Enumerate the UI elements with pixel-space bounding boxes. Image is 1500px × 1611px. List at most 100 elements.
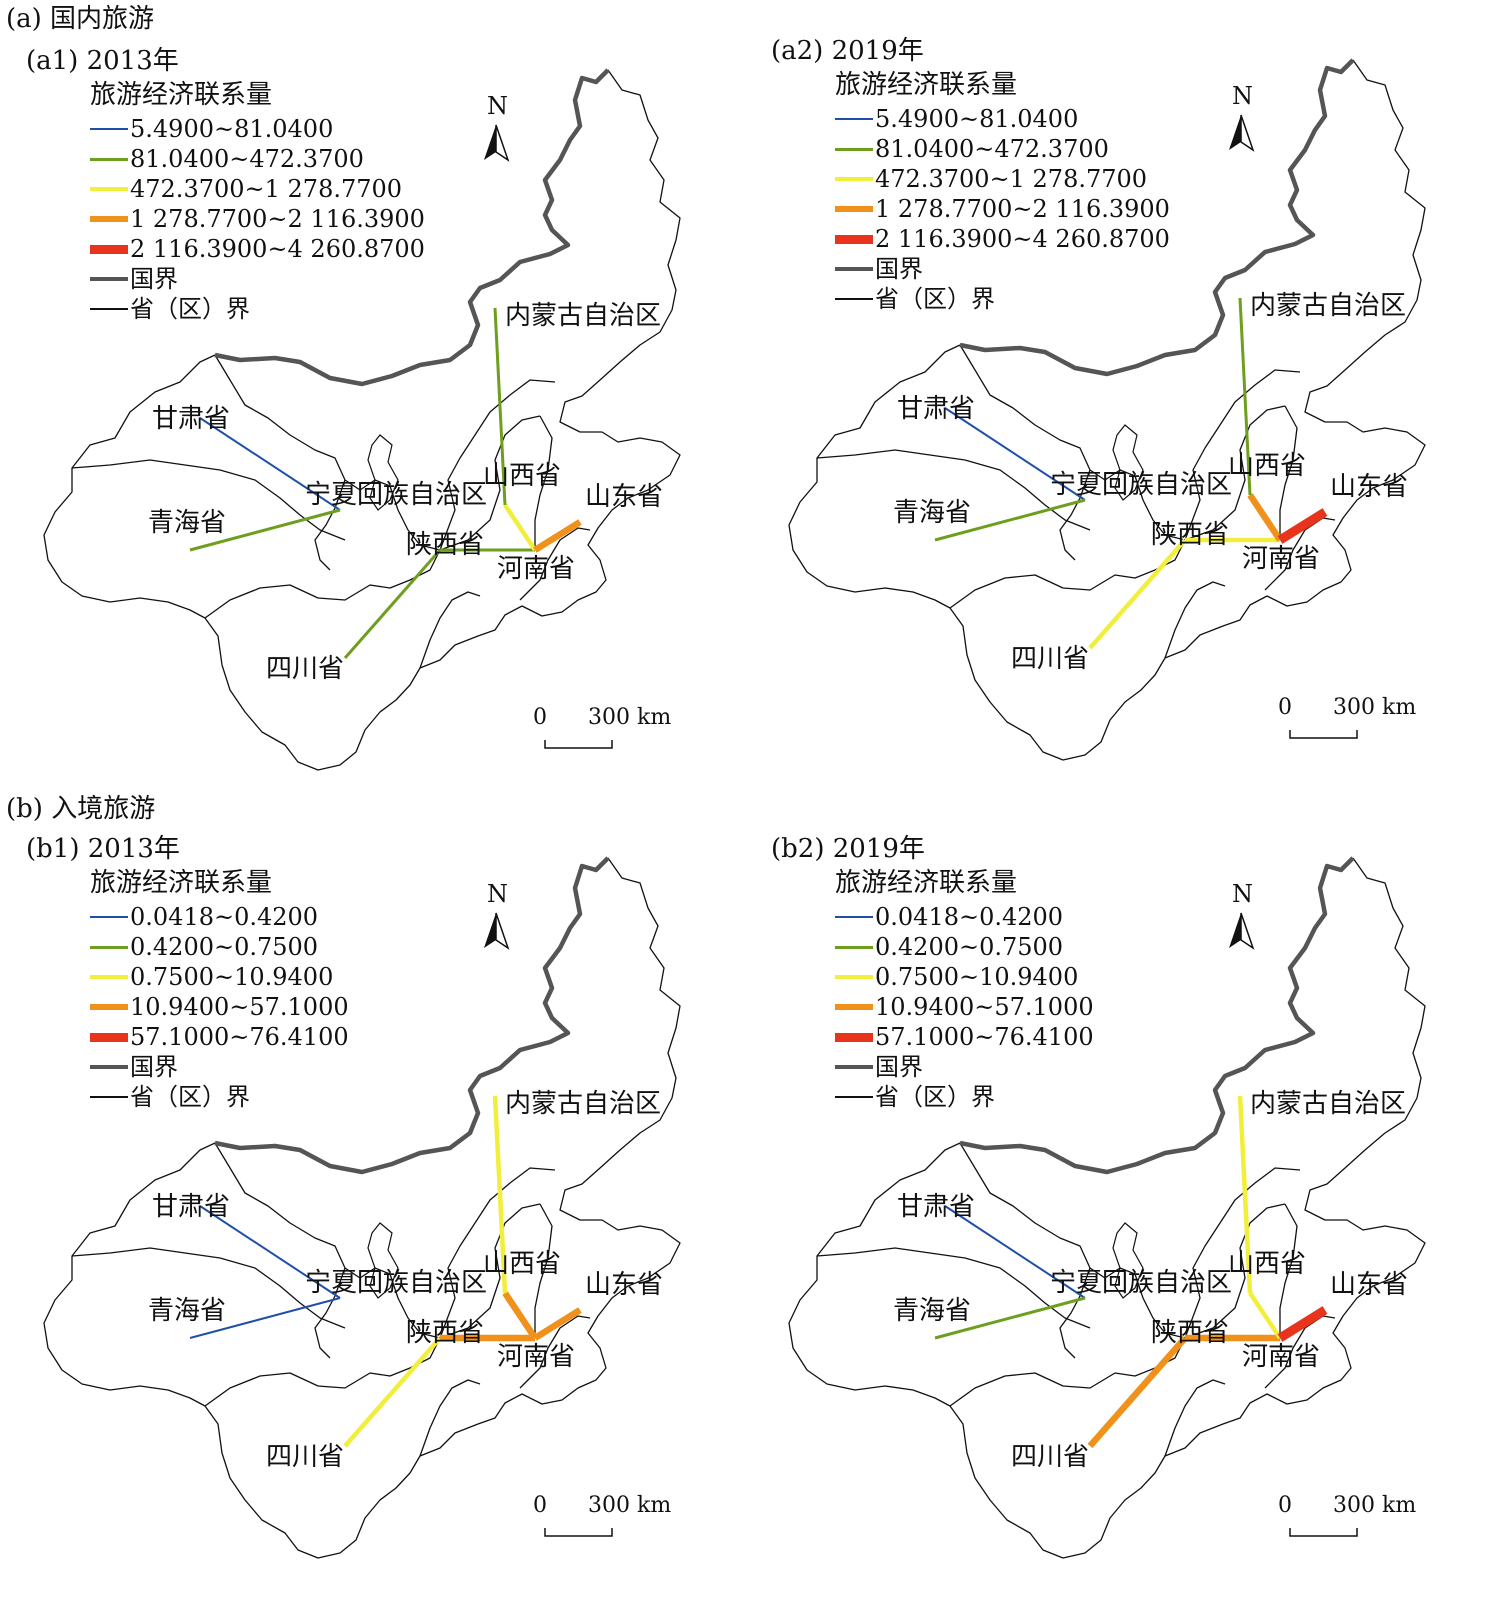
legend-class-4: 10.9400~57.1000 [90,992,349,1022]
legend-swatch [90,1003,128,1011]
place-label-henan: 河南省 [497,1342,576,1372]
legend-swatch [90,157,128,161]
link-gansu-ningxia [199,1205,341,1299]
provincial-border-7 [1264,517,1336,591]
legend-label: 57.1000~76.4100 [875,1023,1094,1051]
legend-label: 0.0418~0.4200 [875,903,1064,931]
provincial-border-8 [534,1203,553,1338]
legend-label: 省（区）界 [875,285,995,313]
legend-swatch [835,266,873,272]
scale-distance-label: 300 km [1333,1493,1417,1518]
legend-swatch [835,916,873,918]
legend-swatch [835,1032,873,1042]
legend-class-3: 472.3700~1 278.7700 [90,174,425,204]
link-henan-shandong [1277,1306,1328,1342]
national-border [214,856,610,1175]
legend-label: 2 116.3900~4 260.8700 [875,225,1170,253]
legend-title: 旅游经济联系量 [90,868,273,898]
provincial-border-8 [1279,405,1298,540]
legend-class-5: 57.1000~76.4100 [90,1022,349,1052]
legend-swatch [835,1096,873,1098]
provincial-border-extra-0 [367,434,399,511]
legend-label: 0.4200~0.7500 [130,933,319,961]
panel-title: (a1) 2013年 [26,46,179,76]
provincial-border-1 [959,1142,1091,1269]
legend: 旅游经济联系量 5.4900~81.0400 81.0400~472.3700 472… [90,80,425,324]
scale-distance-label: 300 km [1333,695,1417,720]
legend-label: 国界 [130,1053,178,1081]
link-shaanxi-sichuan [1088,538,1187,650]
legend-label: 472.3700~1 278.7700 [875,165,1148,193]
legend-class-3: 472.3700~1 278.7700 [835,164,1170,194]
north-label: N [1232,82,1253,110]
legend-swatch [835,974,873,980]
place-label-shandong: 山东省 [585,1270,664,1300]
provincial-border-1 [214,354,346,481]
provincial-border-5 [439,379,556,551]
link-qinghai-ningxia [189,1297,341,1339]
legend-swatch [835,1064,873,1070]
place-label-shandong: 山东省 [585,482,664,512]
provincial-border-2 [1089,469,1214,541]
place-label-ningxia: 宁夏回族自治区 [305,1268,488,1298]
legend-swatch [835,176,873,182]
link-qinghai-ningxia [934,498,1086,542]
legend-national-border: 国界 [90,1052,349,1082]
legend-label: 57.1000~76.4100 [130,1023,349,1051]
legend-swatch [90,916,128,918]
provincial-border-0 [43,857,681,1559]
place-label-sichuan: 四川省 [266,654,345,684]
legend-swatch [90,974,128,980]
place-label-shaanxi: 陕西省 [1151,1318,1230,1348]
legend-label: 省（区）界 [130,1083,250,1111]
link-shanxi-inner_mongolia [1238,297,1252,496]
scale-bar [1289,730,1358,739]
north-label: N [487,880,508,908]
place-label-shaanxi: 陕西省 [1151,520,1230,550]
legend-class-2: 81.0400~472.3700 [835,134,1170,164]
link-shaanxi-sichuan [1087,1335,1188,1449]
link-shanxi-inner_mongolia [493,307,507,506]
legend-label: 省（区）界 [875,1083,995,1111]
provincial-border-10 [1059,1267,1091,1359]
provincial-border-3 [71,1247,346,1329]
link-shanxi-inner_mongolia [1237,1095,1253,1294]
legend: 旅游经济联系量 0.0418~0.4200 0.4200~0.7500 0.7500~… [90,868,349,1112]
link-shanxi-henan [1247,493,1283,542]
place-label-ningxia: 宁夏回族自治区 [305,480,488,510]
provincial-border-0 [788,857,1426,1559]
legend-swatch [835,118,873,120]
legend: 旅游经济联系量 0.0418~0.4200 0.4200~0.7500 0.7500~… [835,868,1094,1112]
provincial-border-6 [1212,405,1286,531]
section-b-title: (b) 入境旅游 [6,794,156,824]
provincial-border-9 [1164,581,1226,659]
provincial-border-1 [959,344,1091,471]
north-label: N [1232,880,1253,908]
place-label-ningxia: 宁夏回族自治区 [1050,1268,1233,1298]
legend-provincial-border: 省（区）界 [835,1082,1094,1112]
provincial-border-5 [1184,1167,1301,1339]
provincial-border-2 [1089,1267,1214,1339]
legend-label: 1 278.7700~2 116.3900 [130,205,425,233]
link-shanxi-henan [502,1291,538,1340]
provincial-border-10 [1059,469,1091,561]
scale-bar [544,1528,613,1537]
place-label-inner-mongolia: 内蒙古自治区 [505,301,662,331]
place-label-shanxi: 山西省 [483,461,562,491]
legend-class-5: 57.1000~76.4100 [835,1022,1094,1052]
provincial-border-6 [1212,1203,1286,1329]
panel-title: (b1) 2013年 [26,834,180,864]
map-svg [43,856,681,1559]
legend-class-3: 0.7500~10.9400 [835,962,1094,992]
provincial-border-3 [816,1247,1091,1329]
provincial-border-1 [214,1142,346,1269]
provincial-border-7 [1264,1315,1336,1389]
legend-class-5: 2 116.3900~4 260.8700 [835,224,1170,254]
link-gansu-ningxia [944,1205,1086,1299]
legend-swatch [90,1032,128,1042]
legend-provincial-border: 省（区）界 [90,294,425,324]
legend-swatch [90,276,128,282]
legend-swatch [90,945,128,949]
legend-class-1: 5.4900~81.0400 [835,104,1170,134]
place-label-sichuan: 四川省 [1011,1442,1090,1472]
